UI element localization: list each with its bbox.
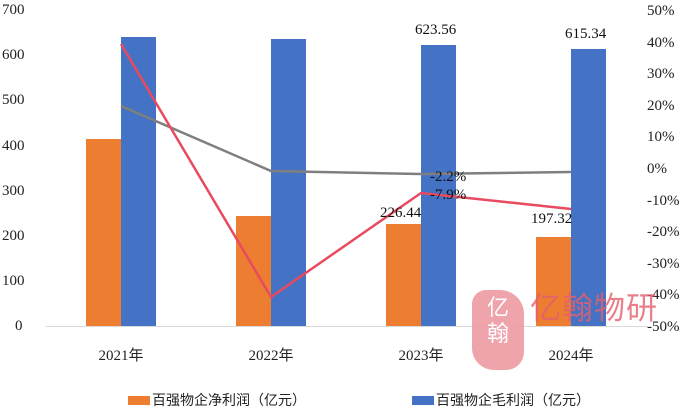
label-gross-growth-2023: -2.2% bbox=[430, 169, 467, 185]
y2-tick: 10% bbox=[647, 129, 675, 145]
y2-tick: 20% bbox=[647, 98, 675, 114]
label-net-2023: 226.44 bbox=[380, 205, 422, 221]
y2-tick: -30% bbox=[647, 256, 680, 272]
watermark-seal-text: 亿翰 bbox=[486, 296, 509, 347]
bar-net-2022 bbox=[236, 216, 271, 326]
bar-gross-2024 bbox=[571, 49, 606, 326]
y2-tick: -10% bbox=[647, 193, 680, 209]
y-tick: 700 bbox=[2, 2, 25, 18]
label-gross-2023: 623.56 bbox=[415, 22, 457, 38]
bar-gross-2021 bbox=[121, 37, 156, 326]
y2-tick: 30% bbox=[647, 66, 675, 82]
y-tick: 400 bbox=[2, 138, 25, 154]
x-axis-line bbox=[46, 326, 648, 327]
legend-label: 百强物企净利润（亿元） bbox=[152, 394, 306, 409]
label-net-2024: 197.32 bbox=[531, 211, 573, 227]
y2-tick: 50% bbox=[647, 3, 675, 19]
y-tick: 0 bbox=[15, 318, 23, 334]
watermark: 亿翰 亿翰物研 bbox=[472, 290, 672, 380]
legend-swatch-blue bbox=[412, 395, 434, 405]
y2-tick: 0% bbox=[647, 161, 667, 177]
watermark-seal: 亿翰 bbox=[472, 290, 524, 370]
net-growth-line bbox=[119, 43, 572, 299]
legend-swatch-orange bbox=[128, 395, 150, 405]
y-tick: 200 bbox=[2, 228, 25, 244]
y2-tick: -20% bbox=[647, 224, 680, 240]
label-gross-2024: 615.34 bbox=[565, 26, 607, 42]
bar-net-2023 bbox=[386, 224, 421, 326]
legend-item-gross-profit: 百强物企毛利润（亿元） bbox=[412, 391, 590, 409]
y2-tick: -50% bbox=[647, 319, 680, 335]
x-category: 2021年 bbox=[98, 348, 144, 364]
y2-tick: 40% bbox=[647, 35, 675, 51]
y-tick: 600 bbox=[2, 47, 25, 63]
bar-net-2021 bbox=[86, 139, 121, 326]
legend-label: 百强物企毛利润（亿元） bbox=[436, 394, 590, 409]
x-category: 2024年 bbox=[548, 348, 594, 364]
legend-item-net-profit: 百强物企净利润（亿元） bbox=[128, 391, 306, 409]
x-category: 2022年 bbox=[248, 348, 294, 364]
y2-tick: -40% bbox=[647, 287, 680, 303]
y-tick: 100 bbox=[2, 273, 25, 289]
x-category: 2023年 bbox=[398, 348, 444, 364]
y-tick: 500 bbox=[2, 92, 25, 108]
bar-net-2024 bbox=[536, 237, 571, 326]
y-tick: 300 bbox=[2, 183, 25, 199]
gross-growth-line bbox=[120, 104, 572, 176]
watermark-brand: 亿翰物研 bbox=[530, 291, 658, 327]
bar-gross-2023 bbox=[421, 45, 456, 326]
label-net-growth-2023: -7.9% bbox=[430, 187, 467, 203]
